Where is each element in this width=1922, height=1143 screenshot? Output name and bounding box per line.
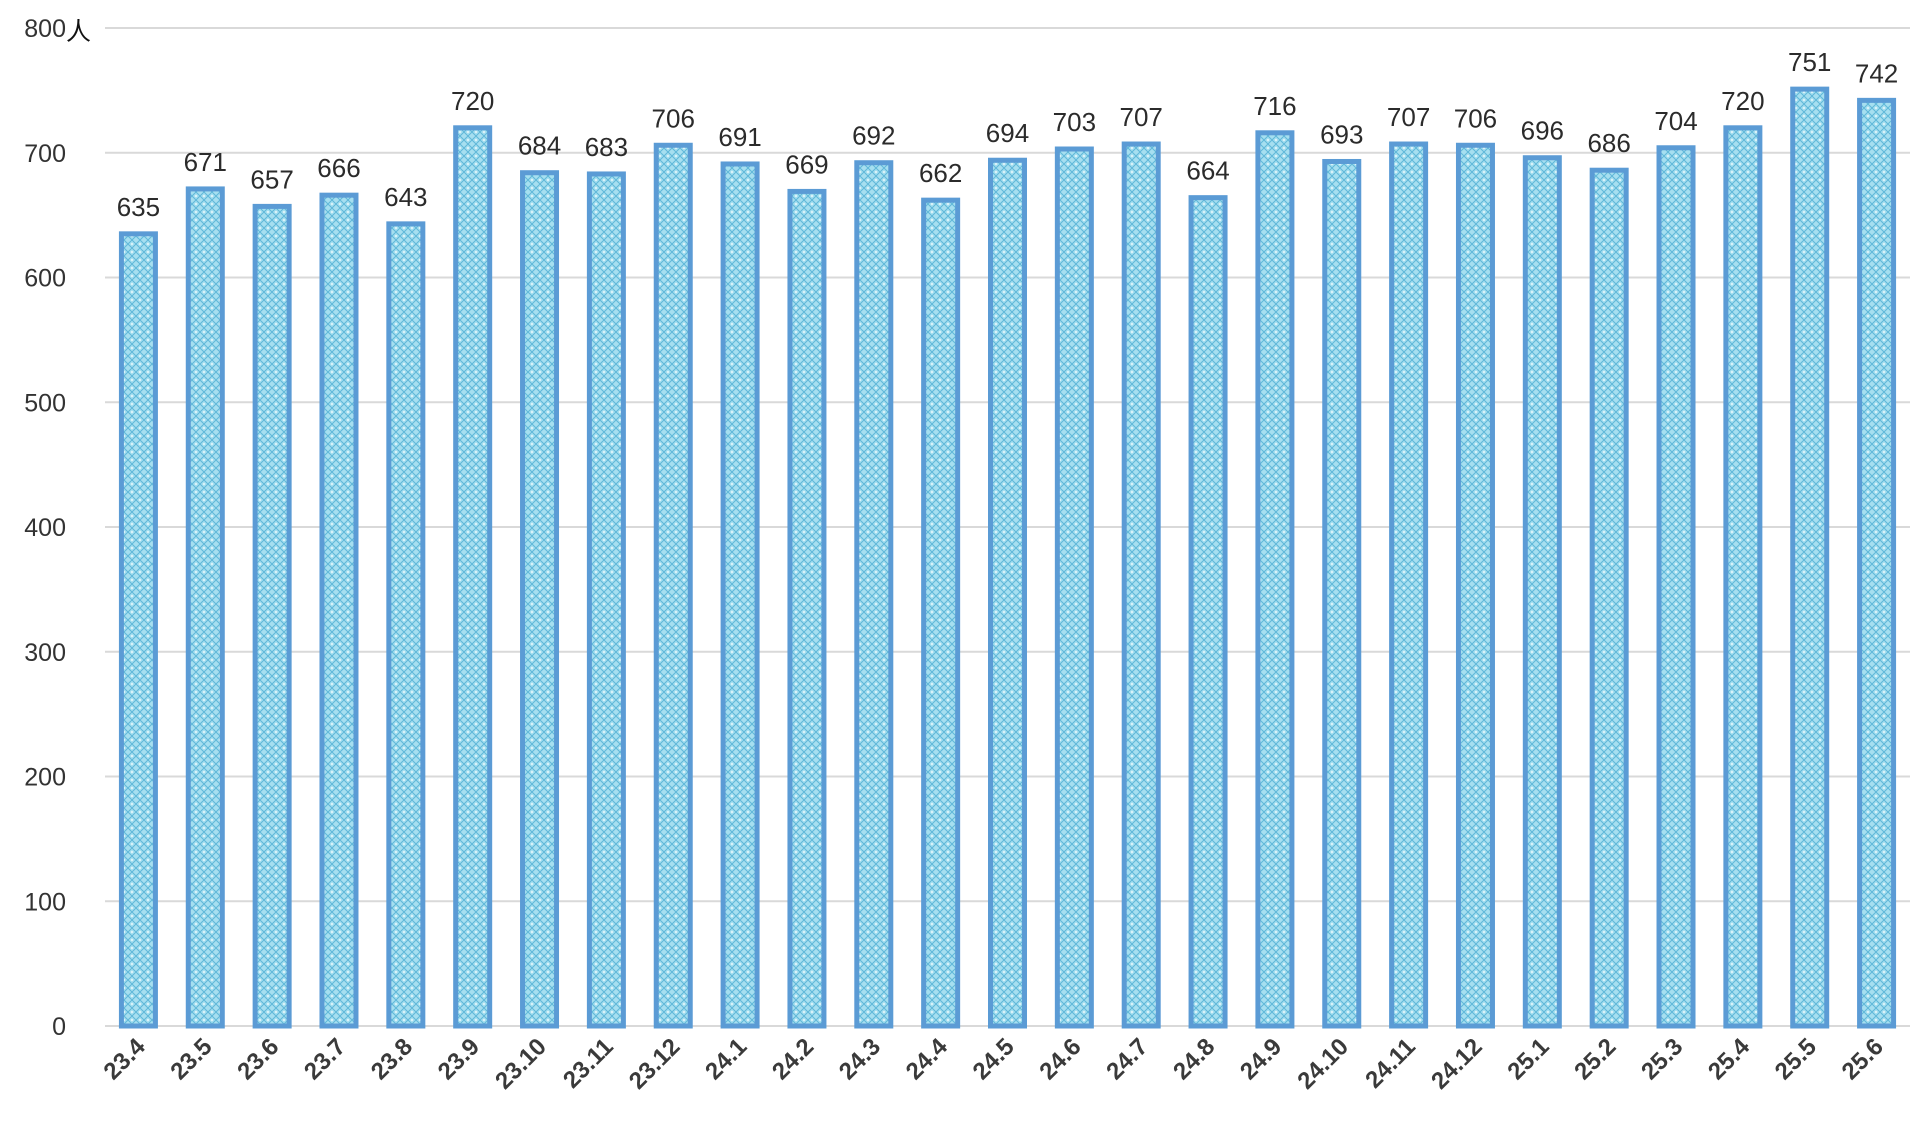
- x-tick-label: 25.1: [1502, 1033, 1554, 1085]
- x-tick-label: 24.11: [1360, 1033, 1421, 1094]
- bar: [1656, 145, 1696, 1029]
- x-tick-label: 23.8: [366, 1033, 418, 1085]
- data-label: 683: [585, 132, 628, 162]
- data-label: 742: [1855, 58, 1898, 88]
- x-tick-label: 25.5: [1770, 1033, 1822, 1085]
- data-label: 643: [384, 182, 427, 212]
- x-tick-label: 23.6: [232, 1033, 284, 1085]
- bar: [252, 203, 292, 1029]
- data-label: 686: [1587, 128, 1630, 158]
- data-label: 707: [1120, 102, 1163, 132]
- data-labels: 635 671 657 666 643 720 684 683 706 691 669 692 662 6…: [117, 47, 1899, 222]
- data-label: 707: [1387, 102, 1430, 132]
- x-tick-label: 23.10: [490, 1033, 552, 1095]
- data-label: 684: [518, 131, 561, 161]
- y-tick-label: 200: [24, 764, 66, 792]
- data-label: 669: [785, 149, 828, 179]
- data-label: 704: [1654, 106, 1697, 136]
- data-label: 703: [1053, 107, 1096, 137]
- x-tick-label: 24.1: [700, 1033, 752, 1085]
- x-tick-label: 23.12: [624, 1033, 686, 1095]
- y-tick-label: 700: [24, 140, 66, 168]
- y-tick-label: 0: [52, 1013, 66, 1041]
- bar: [720, 161, 760, 1029]
- x-tick-label: 24.5: [968, 1033, 1020, 1085]
- x-tick-label: 23.11: [558, 1033, 619, 1094]
- bar: [1723, 125, 1763, 1029]
- data-label: 696: [1521, 116, 1564, 146]
- y-tick-label: 500: [24, 389, 66, 417]
- bars: [118, 86, 1897, 1029]
- data-label: 706: [1454, 103, 1497, 133]
- bar: [586, 171, 626, 1029]
- y-tick-label: 100: [24, 888, 66, 916]
- data-label: 693: [1320, 119, 1363, 149]
- data-label: 666: [317, 153, 360, 183]
- data-label: 720: [451, 86, 494, 116]
- x-axis-ticks: 23.4 23.5 23.6 23.7 23.8 23.9 23.10 23.11 23.12 2…: [99, 1033, 1889, 1095]
- bar: [386, 221, 426, 1029]
- data-label: 664: [1186, 156, 1229, 186]
- bar: [921, 197, 961, 1029]
- x-tick-label: 25.6: [1837, 1033, 1889, 1085]
- bar: [1188, 195, 1228, 1029]
- data-label: 692: [852, 121, 895, 151]
- x-tick-label: 25.3: [1636, 1033, 1688, 1085]
- x-tick-label: 24.12: [1426, 1033, 1488, 1095]
- x-tick-label: 25.4: [1703, 1033, 1756, 1086]
- bar: [453, 125, 493, 1029]
- bar: [1322, 158, 1362, 1029]
- bar: [1857, 97, 1897, 1029]
- bar: [787, 188, 827, 1029]
- y-tick-label: 800: [24, 15, 66, 43]
- bar: [319, 192, 359, 1029]
- bar: [118, 231, 158, 1029]
- bar: [1389, 141, 1429, 1029]
- y-tick-label: 400: [24, 514, 66, 542]
- x-tick-label: 25.2: [1569, 1033, 1621, 1085]
- x-tick-label: 24.7: [1101, 1033, 1153, 1085]
- data-label: 635: [117, 192, 160, 222]
- y-tick-label: 300: [24, 639, 66, 667]
- x-tick-label: 23.5: [165, 1033, 217, 1085]
- bar: [988, 157, 1027, 1029]
- x-tick-label: 24.4: [901, 1033, 954, 1086]
- data-label: 694: [986, 118, 1029, 148]
- y-axis-ticks: 0 100 200 300 400 500 600 700 800: [24, 15, 66, 1041]
- y-tick-label: 600: [24, 265, 66, 293]
- data-label: 751: [1788, 47, 1831, 77]
- data-label: 706: [652, 103, 695, 133]
- x-tick-label: 23.4: [99, 1033, 152, 1086]
- bar: [185, 186, 225, 1029]
- x-tick-label: 24.9: [1235, 1033, 1287, 1085]
- x-tick-label: 24.8: [1168, 1033, 1220, 1085]
- bar: [854, 160, 894, 1029]
- bar: [520, 170, 560, 1029]
- bar: [653, 142, 693, 1029]
- bar: [1522, 155, 1562, 1029]
- data-label: 720: [1721, 86, 1764, 116]
- x-tick-label: 23.9: [433, 1033, 485, 1085]
- y-axis-unit-label: 人: [66, 18, 91, 46]
- x-tick-label: 24.6: [1034, 1033, 1086, 1085]
- x-tick-label: 24.3: [834, 1033, 886, 1085]
- x-tick-label: 24.2: [767, 1033, 819, 1085]
- x-tick-label: 23.7: [299, 1033, 351, 1085]
- x-tick-label: 24.10: [1292, 1033, 1354, 1095]
- bar: [1589, 167, 1629, 1029]
- data-label: 662: [919, 158, 962, 188]
- bar: [1790, 86, 1830, 1029]
- data-label: 671: [184, 147, 227, 177]
- bar: [1455, 142, 1495, 1029]
- data-label: 691: [718, 122, 761, 152]
- data-label: 716: [1253, 91, 1296, 121]
- bar: [1255, 130, 1295, 1029]
- data-label: 657: [250, 164, 293, 194]
- bar: [1121, 141, 1161, 1029]
- bar: [1054, 146, 1094, 1029]
